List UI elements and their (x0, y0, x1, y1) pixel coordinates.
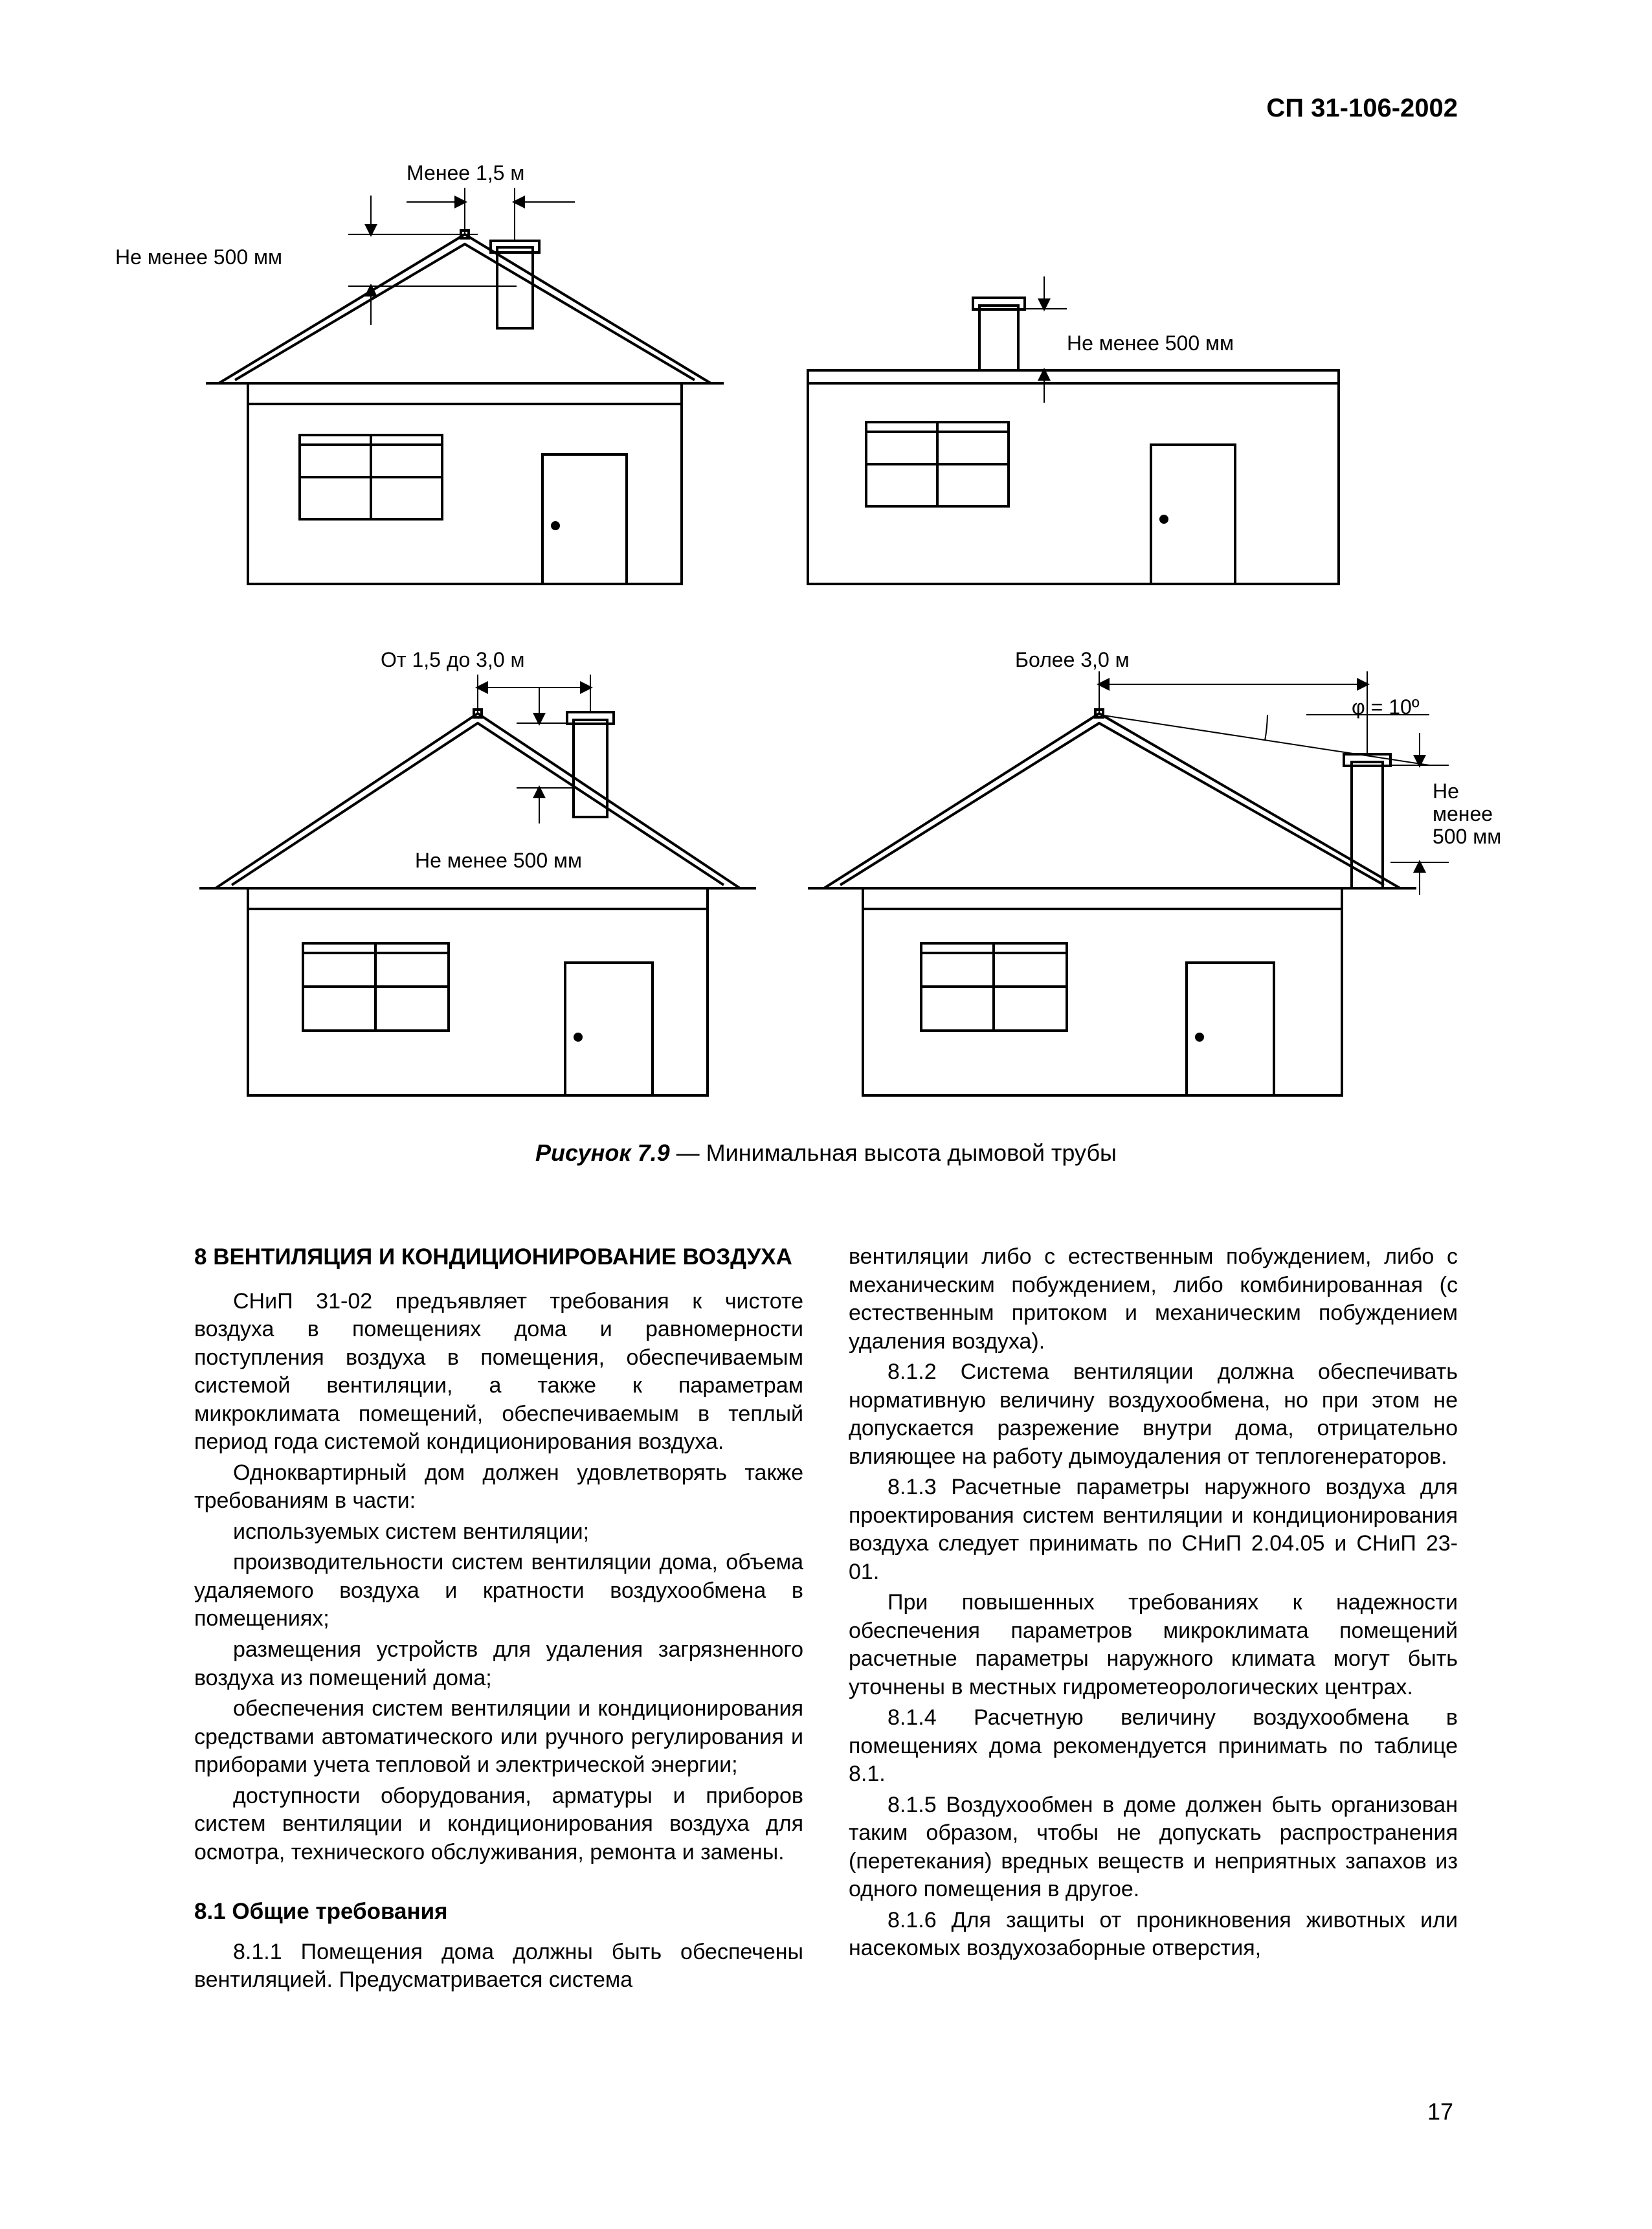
left-column: 8 ВЕНТИЛЯЦИЯ И КОНДИЦИОНИРОВАНИЕ ВОЗДУХА… (194, 1243, 803, 1997)
p-8-1-1: 8.1.1 Помещения дома должны быть обеспеч… (194, 1938, 803, 1995)
li-5: доступности оборудования, арматуры и при… (194, 1782, 803, 1867)
p-8-1-6: 8.1.6 Для защиты от проникновения животн… (849, 1907, 1458, 1963)
caption-rest: — Минимальная высота дымовой трубы (670, 1139, 1117, 1166)
li-4: обеспечения систем вентиляции и кондицио… (194, 1695, 803, 1780)
li-2: производительности систем вентиляции дом… (194, 1549, 803, 1633)
p-8-intro-2: Одноквартирный дом должен удовлетворять … (194, 1459, 803, 1516)
label-min-500-tl: Не менее 500 мм (115, 246, 282, 269)
label-angle-10: φ = 10º (1352, 696, 1420, 719)
section-8-1-heading: 8.1 Общие требования (194, 1898, 803, 1927)
label-more-3: Более 3,0 м (1015, 649, 1130, 671)
li-3: размещения устройств для удаления загряз… (194, 1636, 803, 1692)
page: СП 31-106-2002 Менее 1,5 м Не менее 500 … (0, 0, 1652, 2229)
label-min-500-ml: Не менее 500 мм (415, 849, 582, 872)
label-min-500-tr: Не менее 500 мм (1067, 332, 1234, 355)
li-1: используемых систем вентиляции; (194, 1518, 803, 1547)
figure-7-9: Менее 1,5 м Не менее 500 мм Не менее 500… (180, 150, 1501, 1114)
label-min-500-right: Не менее 500 мм (1433, 780, 1510, 849)
text-columns: 8 ВЕНТИЛЯЦИЯ И КОНДИЦИОНИРОВАНИЕ ВОЗДУХА… (194, 1243, 1458, 1997)
section-8-heading: 8 ВЕНТИЛЯЦИЯ И КОНДИЦИОНИРОВАНИЕ ВОЗДУХА (194, 1243, 803, 1272)
doc-id: СП 31-106-2002 (1266, 94, 1458, 123)
p-8-1-2: 8.1.2 Система вентиляции должна обеспечи… (849, 1358, 1458, 1471)
caption-lead: Рисунок 7.9 (535, 1139, 670, 1166)
right-column: вентиляции либо с естественным побуждени… (849, 1243, 1458, 1997)
p-r1: вентиляции либо с естественным побуждени… (849, 1243, 1458, 1356)
p-8-intro-1: СНиП 31-02 предъявляет требования к чист… (194, 1288, 803, 1457)
p-r4: При повышенных требованиях к надежности … (849, 1589, 1458, 1701)
p-8-1-4: 8.1.4 Расчетную величину воздухообмена в… (849, 1704, 1458, 1789)
page-number: 17 (1427, 2098, 1453, 2125)
p-8-1-5: 8.1.5 Воздухообмен в доме должен быть ор… (849, 1791, 1458, 1904)
label-less-1-5: Менее 1,5 м (407, 162, 524, 185)
label-1-5-to-3: От 1,5 до 3,0 м (381, 649, 525, 671)
figure-svg (180, 150, 1501, 1114)
figure-caption: Рисунок 7.9 — Минимальная высота дымовой… (0, 1139, 1652, 1167)
p-8-1-3: 8.1.3 Расчетные параметры наружного возд… (849, 1473, 1458, 1586)
